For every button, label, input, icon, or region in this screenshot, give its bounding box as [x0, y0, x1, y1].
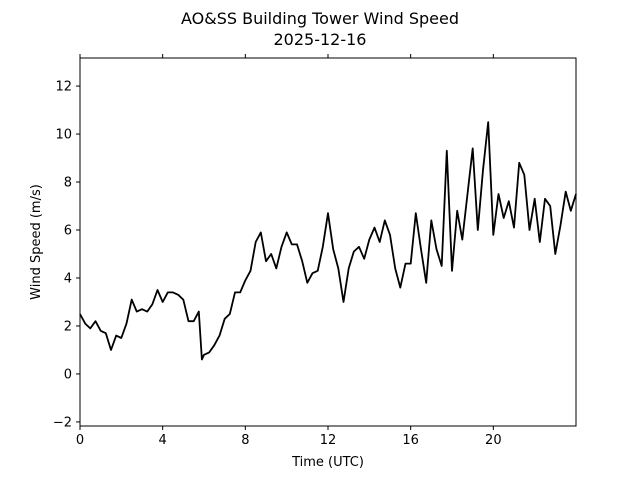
y-axis-label: Wind Speed (m/s) [29, 184, 44, 300]
y-tick-label: 12 [55, 80, 72, 95]
y-tick-label: 8 [64, 176, 72, 191]
y-tick-label: 10 [55, 128, 72, 143]
x-tick-label: 12 [320, 433, 337, 448]
wind-speed-line [79, 121, 577, 361]
chart-subtitle: 2025-12-16 [274, 30, 367, 49]
y-tick-label: 2 [64, 319, 72, 334]
x-tick-label: 16 [402, 433, 419, 448]
x-axis-label: Time (UTC) [291, 455, 364, 470]
x-tick-label: 8 [241, 433, 249, 448]
x-tick-label: 20 [485, 433, 502, 448]
y-tick-label: −2 [53, 415, 72, 430]
x-tick-label: 0 [76, 433, 84, 448]
x-tick-label: 4 [159, 433, 167, 448]
y-tick-label: 4 [64, 271, 72, 286]
chart-title: AO&SS Building Tower Wind Speed [181, 9, 459, 28]
plot-frame [79, 57, 577, 427]
y-tick-label: 0 [64, 367, 72, 382]
y-tick-label: 6 [64, 224, 72, 239]
